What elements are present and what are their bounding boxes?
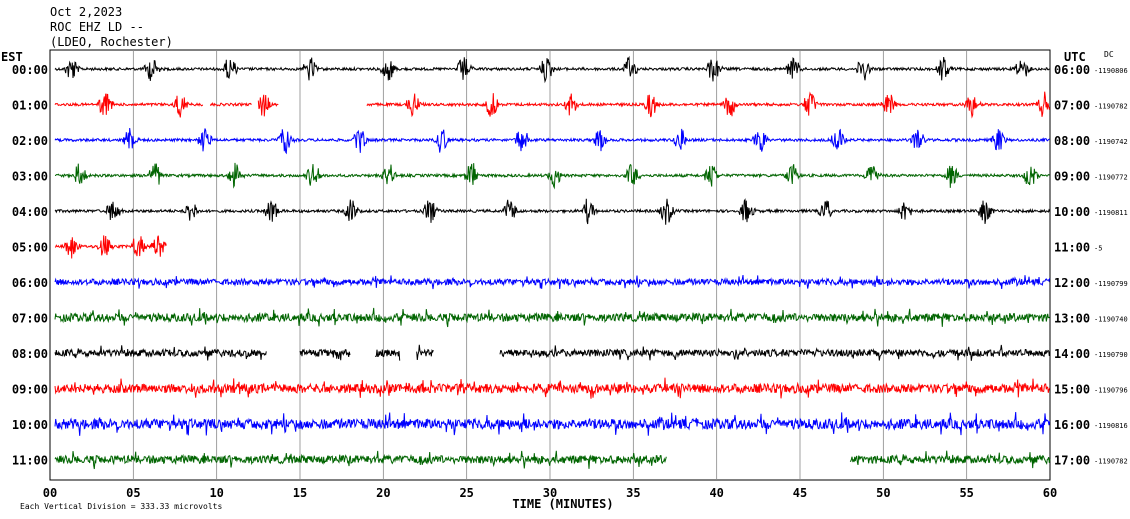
trace-0600-seg-0: [54, 55, 1050, 84]
dc-offset-6: -1190799: [1094, 280, 1128, 288]
dc-offset-4: -1190811: [1094, 209, 1128, 217]
grid-layer: [132, 50, 968, 480]
utc-label-7: 13:00: [1054, 312, 1090, 326]
chart-network: (LDEO, Rochester): [50, 35, 173, 49]
utc-label-2: 08:00: [1054, 134, 1090, 148]
utc-label-4: 10:00: [1054, 205, 1090, 219]
dc-offset-8: -1190790: [1094, 351, 1128, 359]
trace-0900-seg-0: [54, 162, 1050, 190]
utc-label-1: 07:00: [1054, 99, 1090, 113]
est-label-1: 01:00: [12, 99, 48, 113]
x-tick-label-40: 40: [709, 486, 723, 500]
trace-1700-seg-0: [54, 450, 667, 470]
x-axis-title: TIME (MINUTES): [512, 497, 613, 511]
x-tick-label-20: 20: [376, 486, 390, 500]
est-label-11: 11:00: [12, 454, 48, 468]
utc-label-5: 11:00: [1054, 241, 1090, 255]
trace-1600-seg-0: [54, 411, 1051, 436]
trace-0700-seg-2: [257, 94, 279, 117]
est-label-3: 03:00: [12, 170, 48, 184]
trace-1400-seg-4: [499, 344, 1051, 361]
trace-layer: [54, 55, 1051, 470]
est-label-5: 05:00: [12, 241, 48, 255]
chart-station: ROC EHZ LD --: [50, 20, 144, 34]
x-tick-label-30: 30: [543, 486, 557, 500]
utc-label-6: 12:00: [1054, 276, 1090, 290]
trace-0700-seg-0: [54, 93, 204, 118]
est-label-2: 02:00: [12, 134, 48, 148]
x-tick-label-50: 50: [876, 486, 890, 500]
est-label-6: 06:00: [12, 276, 48, 290]
x-tick-label-35: 35: [626, 486, 640, 500]
utc-label-0: 06:00: [1054, 63, 1090, 77]
trace-0700-seg-3: [366, 91, 1051, 119]
est-label-0: 00:00: [12, 63, 48, 77]
x-tick-label-15: 15: [293, 486, 307, 500]
trace-0700-seg-1: [209, 101, 252, 107]
utc-label-3: 09:00: [1054, 170, 1090, 184]
est-label-10: 10:00: [12, 418, 48, 432]
dc-offset-11: -1190782: [1094, 458, 1128, 466]
est-label-8: 08:00: [12, 347, 48, 361]
est-label-9: 09:00: [12, 383, 48, 397]
x-tick-label-45: 45: [793, 486, 807, 500]
trace-1400-seg-2: [374, 349, 401, 361]
trace-1300-seg-0: [54, 307, 1050, 328]
dc-title: DC: [1104, 50, 1114, 59]
x-tick-label-60: 60: [1043, 486, 1057, 500]
x-tick-label-25: 25: [459, 486, 473, 500]
left-axis-title: EST: [1, 50, 23, 64]
trace-1700-seg-1: [849, 450, 1051, 469]
dc-offset-5: -5: [1094, 245, 1102, 253]
dc-offset-10: -1190816: [1094, 422, 1128, 430]
x-tick-label-05: 05: [126, 486, 140, 500]
utc-label-10: 16:00: [1054, 418, 1090, 432]
trace-1000-seg-0: [54, 198, 1051, 225]
chart-date: Oct 2,2023: [50, 5, 122, 19]
trace-1100-seg-0: [54, 235, 167, 259]
utc-label-11: 17:00: [1054, 454, 1090, 468]
trace-1200-seg-0: [54, 275, 1051, 290]
trace-1400-seg-3: [416, 344, 434, 361]
trace-0800-seg-0: [54, 127, 1050, 155]
trace-1500-seg-0: [54, 377, 1051, 399]
dc-offset-1: -1190782: [1094, 103, 1128, 111]
x-tick-label-00: 00: [43, 486, 57, 500]
utc-label-9: 15:00: [1054, 383, 1090, 397]
est-label-4: 04:00: [12, 205, 48, 219]
footer-division-note: Each Vertical Division = 333.33 microvol…: [20, 502, 222, 511]
trace-1400-seg-1: [299, 348, 351, 361]
dc-offset-9: -1190796: [1094, 387, 1128, 395]
x-tick-label-10: 10: [209, 486, 223, 500]
right-axis-title: UTC: [1064, 50, 1086, 64]
dc-offset-2: -1190742: [1094, 138, 1128, 146]
x-tick-label-55: 55: [959, 486, 973, 500]
dc-offset-3: -1190772: [1094, 174, 1128, 182]
est-label-7: 07:00: [12, 312, 48, 326]
trace-1400-seg-0: [54, 345, 267, 361]
utc-label-8: 14:00: [1054, 347, 1090, 361]
row-label-layer: 00:00 06:00 -1190806 01:00 07:00 -1190782 02:0…: [12, 63, 1128, 468]
dc-offset-7: -1190740: [1094, 316, 1128, 324]
dc-offset-0: -1190806: [1094, 67, 1128, 75]
x-tick-layer: 00 05 10 15 20 25 30 35 40 45 50 55 60: [43, 486, 1057, 500]
